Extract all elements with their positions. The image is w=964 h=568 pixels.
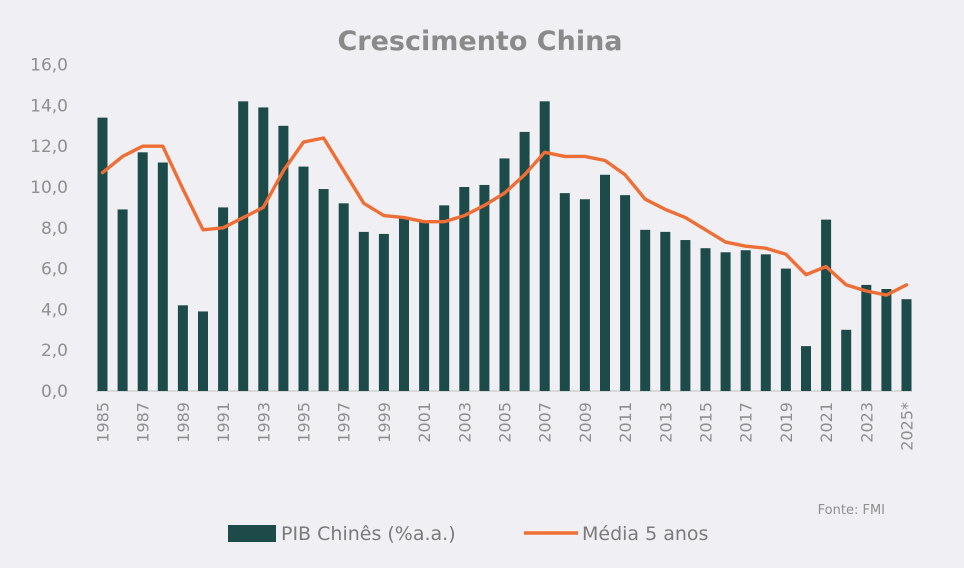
bar-2009	[579, 199, 590, 391]
y-tick-label: 14,0	[30, 96, 68, 116]
legend-bar-label: PIB Chinês (%a.a.)	[281, 523, 456, 545]
x-tick-label: 2025*	[898, 402, 917, 451]
bar-1989	[177, 305, 188, 391]
bar-1987	[137, 152, 148, 391]
bar-1991	[218, 207, 229, 391]
bar-2025*	[901, 299, 912, 391]
x-tick-label: 2001	[415, 402, 434, 443]
bar-2021	[821, 219, 832, 391]
x-tick-label: 2019	[777, 402, 796, 443]
x-tick-label: 2015	[697, 402, 716, 443]
x-tick-label: 2005	[496, 402, 515, 443]
x-axis-ticks: 1985 1987 1989 1991 1993 1995 1997 1999 2001 2003…	[94, 402, 917, 451]
bar-2001	[419, 221, 430, 391]
y-tick-label: 4,0	[41, 300, 68, 320]
bar-2000	[399, 217, 409, 391]
bar-2013	[660, 231, 671, 391]
x-tick-label: 1999	[375, 402, 394, 443]
x-tick-label: 1991	[214, 402, 233, 443]
bar-1996	[318, 189, 329, 391]
x-tick-label: 2013	[656, 402, 675, 443]
bar-2015	[700, 248, 711, 391]
x-tick-label: 2003	[455, 402, 474, 443]
bar-1992	[238, 101, 249, 391]
y-tick-label: 0,0	[41, 382, 68, 402]
bar-2006	[519, 131, 530, 392]
bar-2024	[881, 289, 892, 391]
legend-bar-swatch	[228, 525, 276, 542]
bar-1999	[378, 233, 389, 391]
bar-2011	[620, 195, 631, 391]
y-axis-ticks: 0,0 2,0 4,0 6,0 8,0 10,0 12,0 14,0 16,0	[30, 56, 68, 402]
y-tick-label: 8,0	[41, 219, 68, 239]
x-tick-label: 1987	[134, 402, 153, 443]
x-tick-label: 1989	[174, 402, 193, 443]
x-tick-label: 2007	[536, 402, 555, 443]
bar-1990	[198, 311, 208, 391]
bar-2018	[760, 254, 771, 391]
bar-2008	[559, 193, 570, 391]
legend: PIB Chinês (%a.a.) Média 5 anos	[228, 523, 708, 545]
x-tick-label: 2011	[616, 402, 635, 443]
x-tick-label: 2023	[857, 402, 876, 443]
bar-2012	[640, 229, 651, 391]
bar-2003	[459, 187, 470, 391]
bar-2002	[439, 205, 450, 391]
bar-2005	[499, 158, 510, 391]
bar-2010	[600, 174, 610, 391]
bar-1997	[338, 203, 349, 391]
bar-2022	[841, 329, 852, 391]
bar-1986	[117, 209, 128, 391]
chart-title: Crescimento China	[337, 26, 622, 57]
x-tick-label: 1985	[94, 402, 113, 443]
y-tick-label: 6,0	[41, 260, 68, 280]
bar-1994	[278, 125, 289, 392]
x-tick-label: 1993	[254, 402, 273, 443]
bar-2014	[680, 240, 691, 391]
x-tick-label: 2017	[737, 402, 756, 443]
bar-2019	[780, 268, 791, 391]
bar-2007	[539, 101, 550, 391]
bar-series	[97, 101, 912, 392]
legend-line-label: Média 5 anos	[582, 523, 708, 545]
x-tick-label: 1997	[335, 402, 354, 443]
bar-2016	[720, 252, 731, 391]
bar-1985	[97, 117, 108, 391]
bar-2017	[740, 250, 751, 391]
y-tick-label: 2,0	[41, 341, 68, 361]
x-tick-label: 2021	[817, 402, 836, 443]
bar-1995	[298, 166, 309, 391]
x-tick-label: 1995	[295, 402, 314, 443]
average-line	[100, 136, 909, 297]
bar-1993	[258, 107, 269, 391]
source-note: Fonte: FMI	[818, 503, 885, 518]
x-tick-label: 2009	[576, 402, 595, 443]
bar-2023	[861, 284, 872, 391]
bar-1988	[157, 162, 168, 391]
bar-2020	[801, 346, 811, 391]
bar-2004	[479, 184, 490, 391]
y-tick-label: 10,0	[30, 178, 68, 198]
bar-1998	[358, 231, 369, 391]
y-tick-label: 12,0	[30, 137, 68, 157]
y-tick-label: 16,0	[30, 56, 68, 76]
